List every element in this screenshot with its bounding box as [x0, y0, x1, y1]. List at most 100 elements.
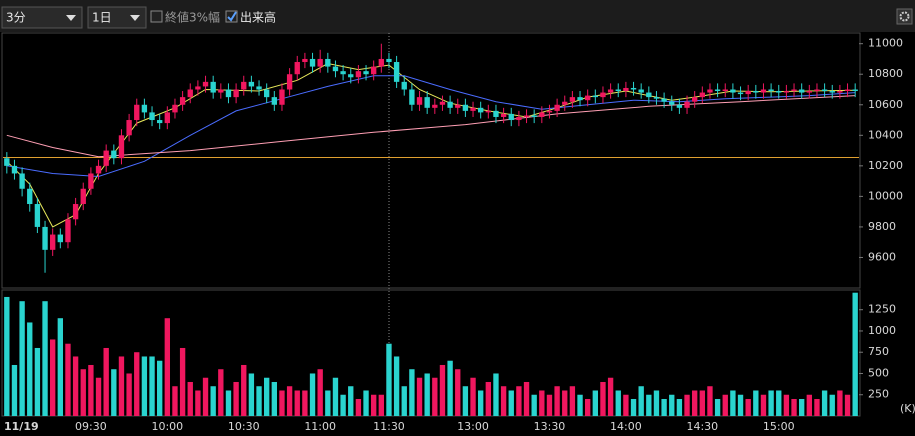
candle-body [218, 89, 224, 93]
candle-body [447, 101, 453, 108]
period-select[interactable]: 1日 [87, 6, 147, 29]
candle-body [676, 104, 683, 108]
period-text: 1日 [92, 11, 112, 25]
x-tick-label: 11:30 [373, 420, 405, 433]
volume-bar [27, 322, 33, 416]
volume-bar [600, 381, 606, 416]
volume-bar [821, 390, 828, 416]
volume-bar [118, 356, 125, 416]
candle-body [111, 150, 117, 159]
candle-body [806, 91, 812, 93]
volume-bar [210, 386, 216, 416]
candle-body [164, 112, 170, 124]
candle-body [745, 91, 751, 95]
candle-body [455, 104, 461, 108]
volume-bar [638, 386, 644, 416]
candle-body [500, 113, 507, 117]
volume-bar [348, 386, 354, 416]
volume-bar [409, 369, 415, 416]
volume-bar [661, 398, 667, 416]
candle-body [814, 89, 820, 92]
y-tick-label: 500 [868, 366, 889, 379]
volume-bar [768, 390, 774, 416]
x-tick-label: 11/19 [4, 420, 39, 433]
candle-body [225, 89, 232, 98]
candle-body [286, 74, 293, 90]
volume-bar [95, 377, 102, 416]
volume-bar [669, 394, 675, 416]
candle-body [42, 226, 48, 250]
candle-body [783, 91, 790, 93]
volume-bar [332, 377, 339, 416]
volume-bar [256, 386, 262, 416]
candle-body [714, 89, 721, 92]
candle-body [478, 107, 484, 113]
volume-bar [615, 390, 621, 416]
volume-bar [829, 394, 835, 416]
y-tick-label: 9800 [868, 220, 896, 233]
option-checkbox[interactable]: 出来高 [225, 10, 276, 25]
candle-body [409, 89, 415, 105]
candle-body [439, 101, 446, 105]
candle-body [264, 89, 270, 98]
volume-bar [432, 377, 438, 416]
interval-select[interactable]: 3分 [1, 6, 83, 29]
volume-bar [546, 394, 553, 416]
candle-body [730, 89, 736, 93]
candle-body [332, 66, 339, 72]
volume-bar [500, 386, 507, 416]
option-label: 終値3%幅 [165, 10, 220, 25]
volume-bar [286, 386, 293, 416]
candle-body [546, 110, 553, 113]
y-tick-label: 10200 [868, 159, 903, 172]
volume-bar [401, 386, 407, 416]
candle-body [118, 135, 125, 159]
candle-body [241, 81, 247, 90]
volume-bar [65, 343, 71, 416]
candle-body [470, 107, 476, 111]
candle-body [516, 116, 522, 121]
candle-body [737, 92, 744, 95]
y-tick-label: 1000 [868, 324, 896, 337]
candle-body [821, 89, 828, 92]
candle-body [844, 89, 851, 92]
volume-bar [4, 296, 10, 416]
option-checkbox[interactable]: 終値3%幅 [150, 10, 220, 25]
candle-body [692, 97, 698, 102]
volume-bar [172, 386, 178, 416]
candle-body [607, 89, 614, 93]
candle-body [271, 97, 277, 105]
volume-bar [554, 386, 560, 416]
settings-button[interactable] [896, 8, 913, 25]
volume-bar [393, 356, 400, 416]
volume-bar [187, 381, 193, 416]
y-tick-label: 10000 [868, 189, 903, 202]
candle-body [309, 58, 316, 67]
candle-body [630, 87, 637, 90]
volume-bar [218, 369, 224, 416]
candle-body [829, 91, 835, 93]
y-tick-label: 250 [868, 388, 889, 401]
volume-bar [837, 390, 843, 416]
volume-bar [164, 318, 170, 416]
x-tick-label: 15:00 [763, 420, 795, 433]
candle-body [103, 150, 109, 166]
candle-body [424, 97, 430, 108]
candle-body [791, 89, 797, 92]
candle-body [4, 158, 10, 166]
volume-bar [485, 381, 491, 416]
volume-bar [646, 394, 652, 416]
volume-bar [34, 347, 41, 416]
volume-bar [141, 356, 148, 416]
volume-bar [714, 398, 721, 416]
candle-body [799, 89, 805, 93]
volume-bar [791, 398, 797, 416]
volume-bar [309, 373, 316, 416]
volume-bar [363, 390, 369, 416]
volume-bar [493, 373, 499, 416]
candle-body [776, 91, 782, 93]
volume-bar [111, 369, 117, 416]
candle-body [371, 66, 377, 75]
volume-bar [516, 386, 522, 416]
volume-bar [539, 390, 545, 416]
